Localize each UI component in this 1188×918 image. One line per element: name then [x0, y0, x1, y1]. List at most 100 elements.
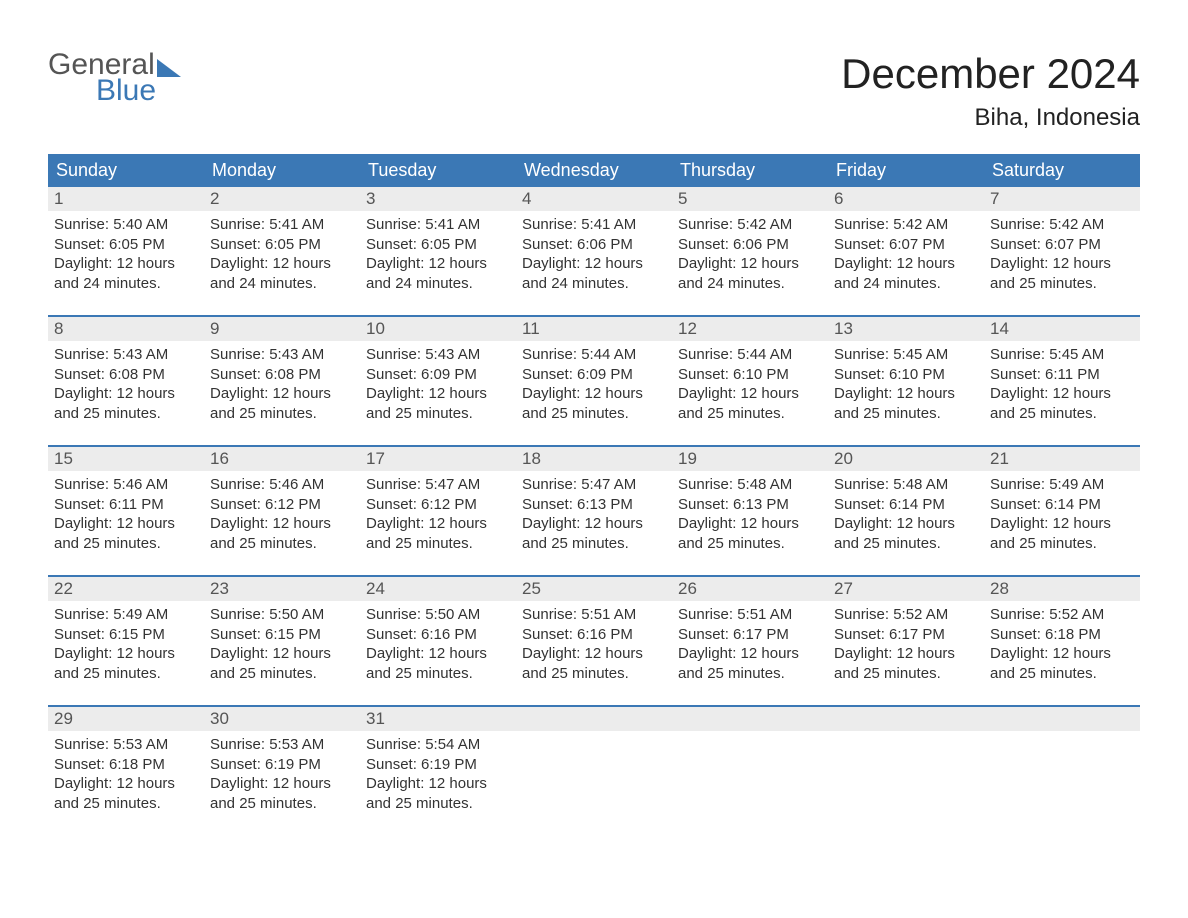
- sunrise-label: Sunrise:: [678, 216, 733, 233]
- calendar-day: 13Sunrise: 5:45 AMSunset: 6:10 PMDayligh…: [828, 317, 984, 445]
- sunrise-label: Sunrise:: [54, 736, 109, 753]
- sunrise-value: 5:54 AM: [425, 736, 480, 753]
- daylight-label: Daylight:: [210, 645, 268, 662]
- calendar-day: 19Sunrise: 5:48 AMSunset: 6:13 PMDayligh…: [672, 447, 828, 575]
- day-body: Sunrise: 5:43 AMSunset: 6:08 PMDaylight:…: [48, 341, 204, 433]
- sunrise-line: Sunrise: 5:43 AM: [210, 345, 354, 365]
- calendar-week: 1Sunrise: 5:40 AMSunset: 6:05 PMDaylight…: [48, 187, 1140, 315]
- day-body: Sunrise: 5:40 AMSunset: 6:05 PMDaylight:…: [48, 211, 204, 303]
- day-number: 7: [984, 187, 1140, 211]
- sunset-line: Sunset: 6:11 PM: [54, 495, 198, 515]
- day-body: Sunrise: 5:42 AMSunset: 6:07 PMDaylight:…: [828, 211, 984, 303]
- sunset-value: 6:16 PM: [421, 626, 477, 643]
- calendar-day: 5Sunrise: 5:42 AMSunset: 6:06 PMDaylight…: [672, 187, 828, 315]
- sunrise-label: Sunrise:: [54, 216, 109, 233]
- sunrise-label: Sunrise:: [834, 476, 889, 493]
- sunset-value: 6:13 PM: [577, 496, 633, 513]
- day-number: 14: [984, 317, 1140, 341]
- weekday-header-row: SundayMondayTuesdayWednesdayThursdayFrid…: [48, 154, 1140, 187]
- sunrise-line: Sunrise: 5:42 AM: [834, 215, 978, 235]
- sunset-label: Sunset:: [210, 236, 261, 253]
- sunset-line: Sunset: 6:05 PM: [366, 235, 510, 255]
- sunrise-line: Sunrise: 5:50 AM: [210, 605, 354, 625]
- sunset-value: 6:18 PM: [1045, 626, 1101, 643]
- sunrise-label: Sunrise:: [990, 216, 1045, 233]
- sunset-label: Sunset:: [834, 236, 885, 253]
- sunrise-value: 5:49 AM: [113, 606, 168, 623]
- daylight-line: Daylight: 12 hours and 25 minutes.: [522, 514, 666, 553]
- calendar-day-empty: .Sunrise: Sunset: Daylight:: [672, 707, 828, 835]
- sunrise-value: 5:53 AM: [269, 736, 324, 753]
- day-body: Sunrise: 5:48 AMSunset: 6:14 PMDaylight:…: [828, 471, 984, 563]
- sunrise-value: 5:52 AM: [893, 606, 948, 623]
- sunset-value: 6:07 PM: [1045, 236, 1101, 253]
- daylight-line: Daylight: 12 hours and 25 minutes.: [678, 644, 822, 683]
- sunrise-line: Sunrise: 5:42 AM: [678, 215, 822, 235]
- day-body: Sunrise: 5:41 AMSunset: 6:06 PMDaylight:…: [516, 211, 672, 303]
- sunrise-label: Sunrise:: [522, 346, 577, 363]
- sunrise-label: Sunrise:: [678, 346, 733, 363]
- sunset-label: Sunset:: [834, 366, 885, 383]
- daylight-label: Daylight:: [366, 515, 424, 532]
- calendar-day: 31Sunrise: 5:54 AMSunset: 6:19 PMDayligh…: [360, 707, 516, 835]
- day-body: Sunrise: 5:45 AMSunset: 6:10 PM Daylight:…: [828, 341, 984, 433]
- daylight-line: Daylight: 12 hours and 25 minutes.: [990, 644, 1134, 683]
- day-number: 3: [360, 187, 516, 211]
- daylight-line: Daylight: 12 hours and 25 minutes.: [990, 384, 1134, 423]
- sunrise-value: 5:49 AM: [1049, 476, 1104, 493]
- sunrise-line: Sunrise: 5:53 AM: [210, 735, 354, 755]
- day-number: 20: [828, 447, 984, 471]
- calendar-day-empty: .Sunrise: Sunset: Daylight:: [516, 707, 672, 835]
- calendar-day: 11Sunrise: 5:44 AMSunset: 6:09 PMDayligh…: [516, 317, 672, 445]
- calendar-day: 14Sunrise: 5:45 AMSunset: 6:11 PMDayligh…: [984, 317, 1140, 445]
- day-number: 29: [48, 707, 204, 731]
- daylight-label: Daylight:: [522, 385, 580, 402]
- daylight-line: Daylight: 12 hours and 25 minutes.: [678, 514, 822, 553]
- day-number: 11: [516, 317, 672, 341]
- brand-word2: Blue: [96, 76, 181, 106]
- sunset-value: 6:10 PM: [889, 366, 945, 383]
- day-number: .: [984, 707, 1140, 731]
- daylight-label: Daylight:: [834, 385, 892, 402]
- sunrise-line: Sunrise: 5:47 AM: [522, 475, 666, 495]
- sunrise-value: 5:52 AM: [1049, 606, 1104, 623]
- sunrise-label: Sunrise:: [990, 606, 1045, 623]
- sunrise-label: Sunrise:: [522, 476, 577, 493]
- sunset-value: 6:17 PM: [733, 626, 789, 643]
- sunset-line: Sunset: 6:15 PM: [54, 625, 198, 645]
- sunset-line: Sunset: 6:08 PM: [210, 365, 354, 385]
- day-number: 9: [204, 317, 360, 341]
- daylight-line: Daylight: 12 hours and 25 minutes.: [678, 384, 822, 423]
- sunrise-label: Sunrise:: [366, 606, 421, 623]
- daylight-label: Daylight:: [210, 385, 268, 402]
- day-number: 27: [828, 577, 984, 601]
- day-body: Sunrise: 5:41 AMSunset: 6:05 PMDaylight:…: [360, 211, 516, 303]
- day-number: 22: [48, 577, 204, 601]
- sunset-label: Sunset:: [522, 626, 573, 643]
- sunset-value: 6:08 PM: [265, 366, 321, 383]
- sunrise-line: Sunrise: 5:54 AM: [366, 735, 510, 755]
- daylight-label: Daylight:: [54, 515, 112, 532]
- sunrise-value: 5:48 AM: [893, 476, 948, 493]
- sunset-line: Sunset: 6:18 PM: [990, 625, 1134, 645]
- day-body: Sunrise: 5:46 AMSunset: 6:12 PMDaylight:…: [204, 471, 360, 563]
- calendar-day: 28Sunrise: 5:52 AMSunset: 6:18 PMDayligh…: [984, 577, 1140, 705]
- page-title: December 2024: [841, 50, 1140, 98]
- day-body: Sunrise: 5:44 AMSunset: 6:09 PMDaylight:…: [516, 341, 672, 433]
- calendar-day-empty: .Sunrise: Sunset: Daylight:: [984, 707, 1140, 835]
- sunrise-line: Sunrise: 5:45 AM: [834, 345, 978, 365]
- sunset-value: 6:14 PM: [1045, 496, 1101, 513]
- day-body: Sunrise: 5:50 AMSunset: 6:16 PMDaylight:…: [360, 601, 516, 693]
- day-number: .: [516, 707, 672, 731]
- sunrise-line: Sunrise: 5:46 AM: [210, 475, 354, 495]
- sunrise-line: Sunrise: 5:45 AM: [990, 345, 1134, 365]
- sunset-label: Sunset:: [834, 626, 885, 643]
- sunrise-line: Sunrise: 5:46 AM: [54, 475, 198, 495]
- daylight-label: Daylight:: [366, 255, 424, 272]
- daylight-label: Daylight:: [210, 255, 268, 272]
- sunrise-value: 5:41 AM: [269, 216, 324, 233]
- title-block: December 2024 Biha, Indonesia: [841, 50, 1140, 146]
- day-number: 16: [204, 447, 360, 471]
- sunrise-value: 5:51 AM: [737, 606, 792, 623]
- calendar-day: 4Sunrise: 5:41 AMSunset: 6:06 PMDaylight…: [516, 187, 672, 315]
